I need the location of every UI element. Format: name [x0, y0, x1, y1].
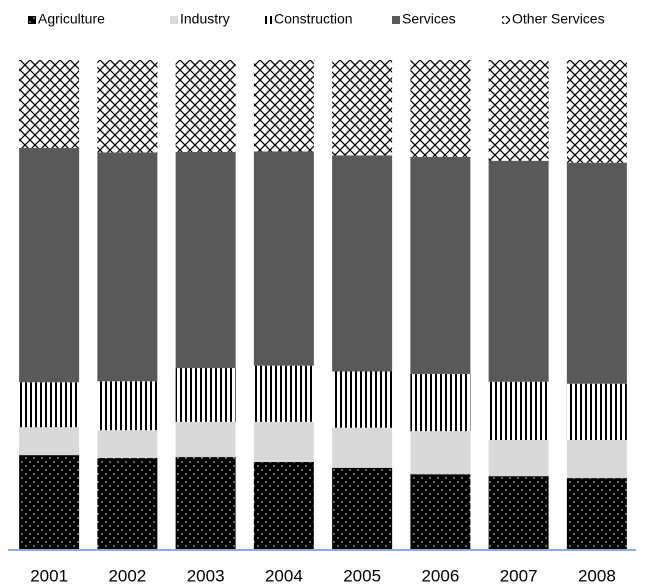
bar-segment: [566, 383, 627, 440]
bar-segment: [488, 60, 549, 161]
bar-segment: [566, 60, 627, 163]
bar-segment: [332, 467, 393, 549]
bar-segment: [175, 421, 236, 458]
bar-segment: [488, 476, 549, 549]
bar-segment: [19, 427, 80, 456]
legend-label: Agriculture: [38, 11, 105, 27]
bar-segment: [175, 151, 236, 369]
x-tick-label: 2002: [108, 566, 146, 585]
x-tick-label: 2007: [500, 566, 538, 585]
bar-segment: [410, 373, 471, 432]
legend-label: Industry: [180, 11, 230, 27]
bar-segment: [19, 148, 80, 383]
bar-segment: [410, 474, 471, 549]
bar-segment: [566, 439, 627, 479]
bar-segment: [410, 431, 471, 475]
bar-segment: [175, 368, 236, 422]
bar-segment: [488, 381, 549, 440]
bar-segment: [253, 365, 314, 422]
legend-marker: [502, 16, 510, 24]
legend-label: Services: [402, 11, 456, 27]
bar-segment: [97, 430, 158, 459]
bar-segment: [175, 457, 236, 549]
x-tick-label: 2003: [187, 566, 225, 585]
bar-segment: [488, 439, 549, 477]
bar-segment: [566, 478, 627, 549]
legend-marker: [28, 16, 36, 24]
bar-segment: [97, 60, 158, 153]
legend-marker: [392, 16, 400, 24]
x-tick-label: 2001: [30, 566, 68, 585]
bar-segment: [19, 455, 80, 549]
bar-segment: [566, 162, 627, 384]
x-tick-label: 2005: [343, 566, 381, 585]
bar-segment: [253, 461, 314, 549]
x-tick-label: 2006: [421, 566, 459, 585]
bar-segment: [332, 371, 393, 428]
bar-segment: [97, 458, 158, 549]
x-tick-label: 2008: [578, 566, 616, 585]
bar-segment: [253, 60, 314, 152]
bar-segment: [488, 160, 549, 382]
legend-marker: [170, 16, 178, 24]
bar-segment: [332, 427, 393, 468]
legend-label: Construction: [274, 11, 353, 27]
bar-segment: [410, 60, 471, 157]
bar-segment: [332, 155, 393, 372]
bar-segment: [97, 381, 158, 431]
bar-segment: [19, 382, 80, 428]
bar-segment: [97, 152, 158, 382]
x-tick-label: 2004: [265, 566, 303, 585]
bar-segment: [332, 60, 393, 156]
bar-segment: [19, 60, 80, 149]
bar-segment: [253, 421, 314, 462]
bar-segment: [410, 156, 471, 374]
bar-segment: [253, 151, 314, 366]
legend-marker: [264, 16, 272, 24]
legend-label: Other Services: [512, 11, 605, 27]
bar-segment: [175, 60, 236, 152]
